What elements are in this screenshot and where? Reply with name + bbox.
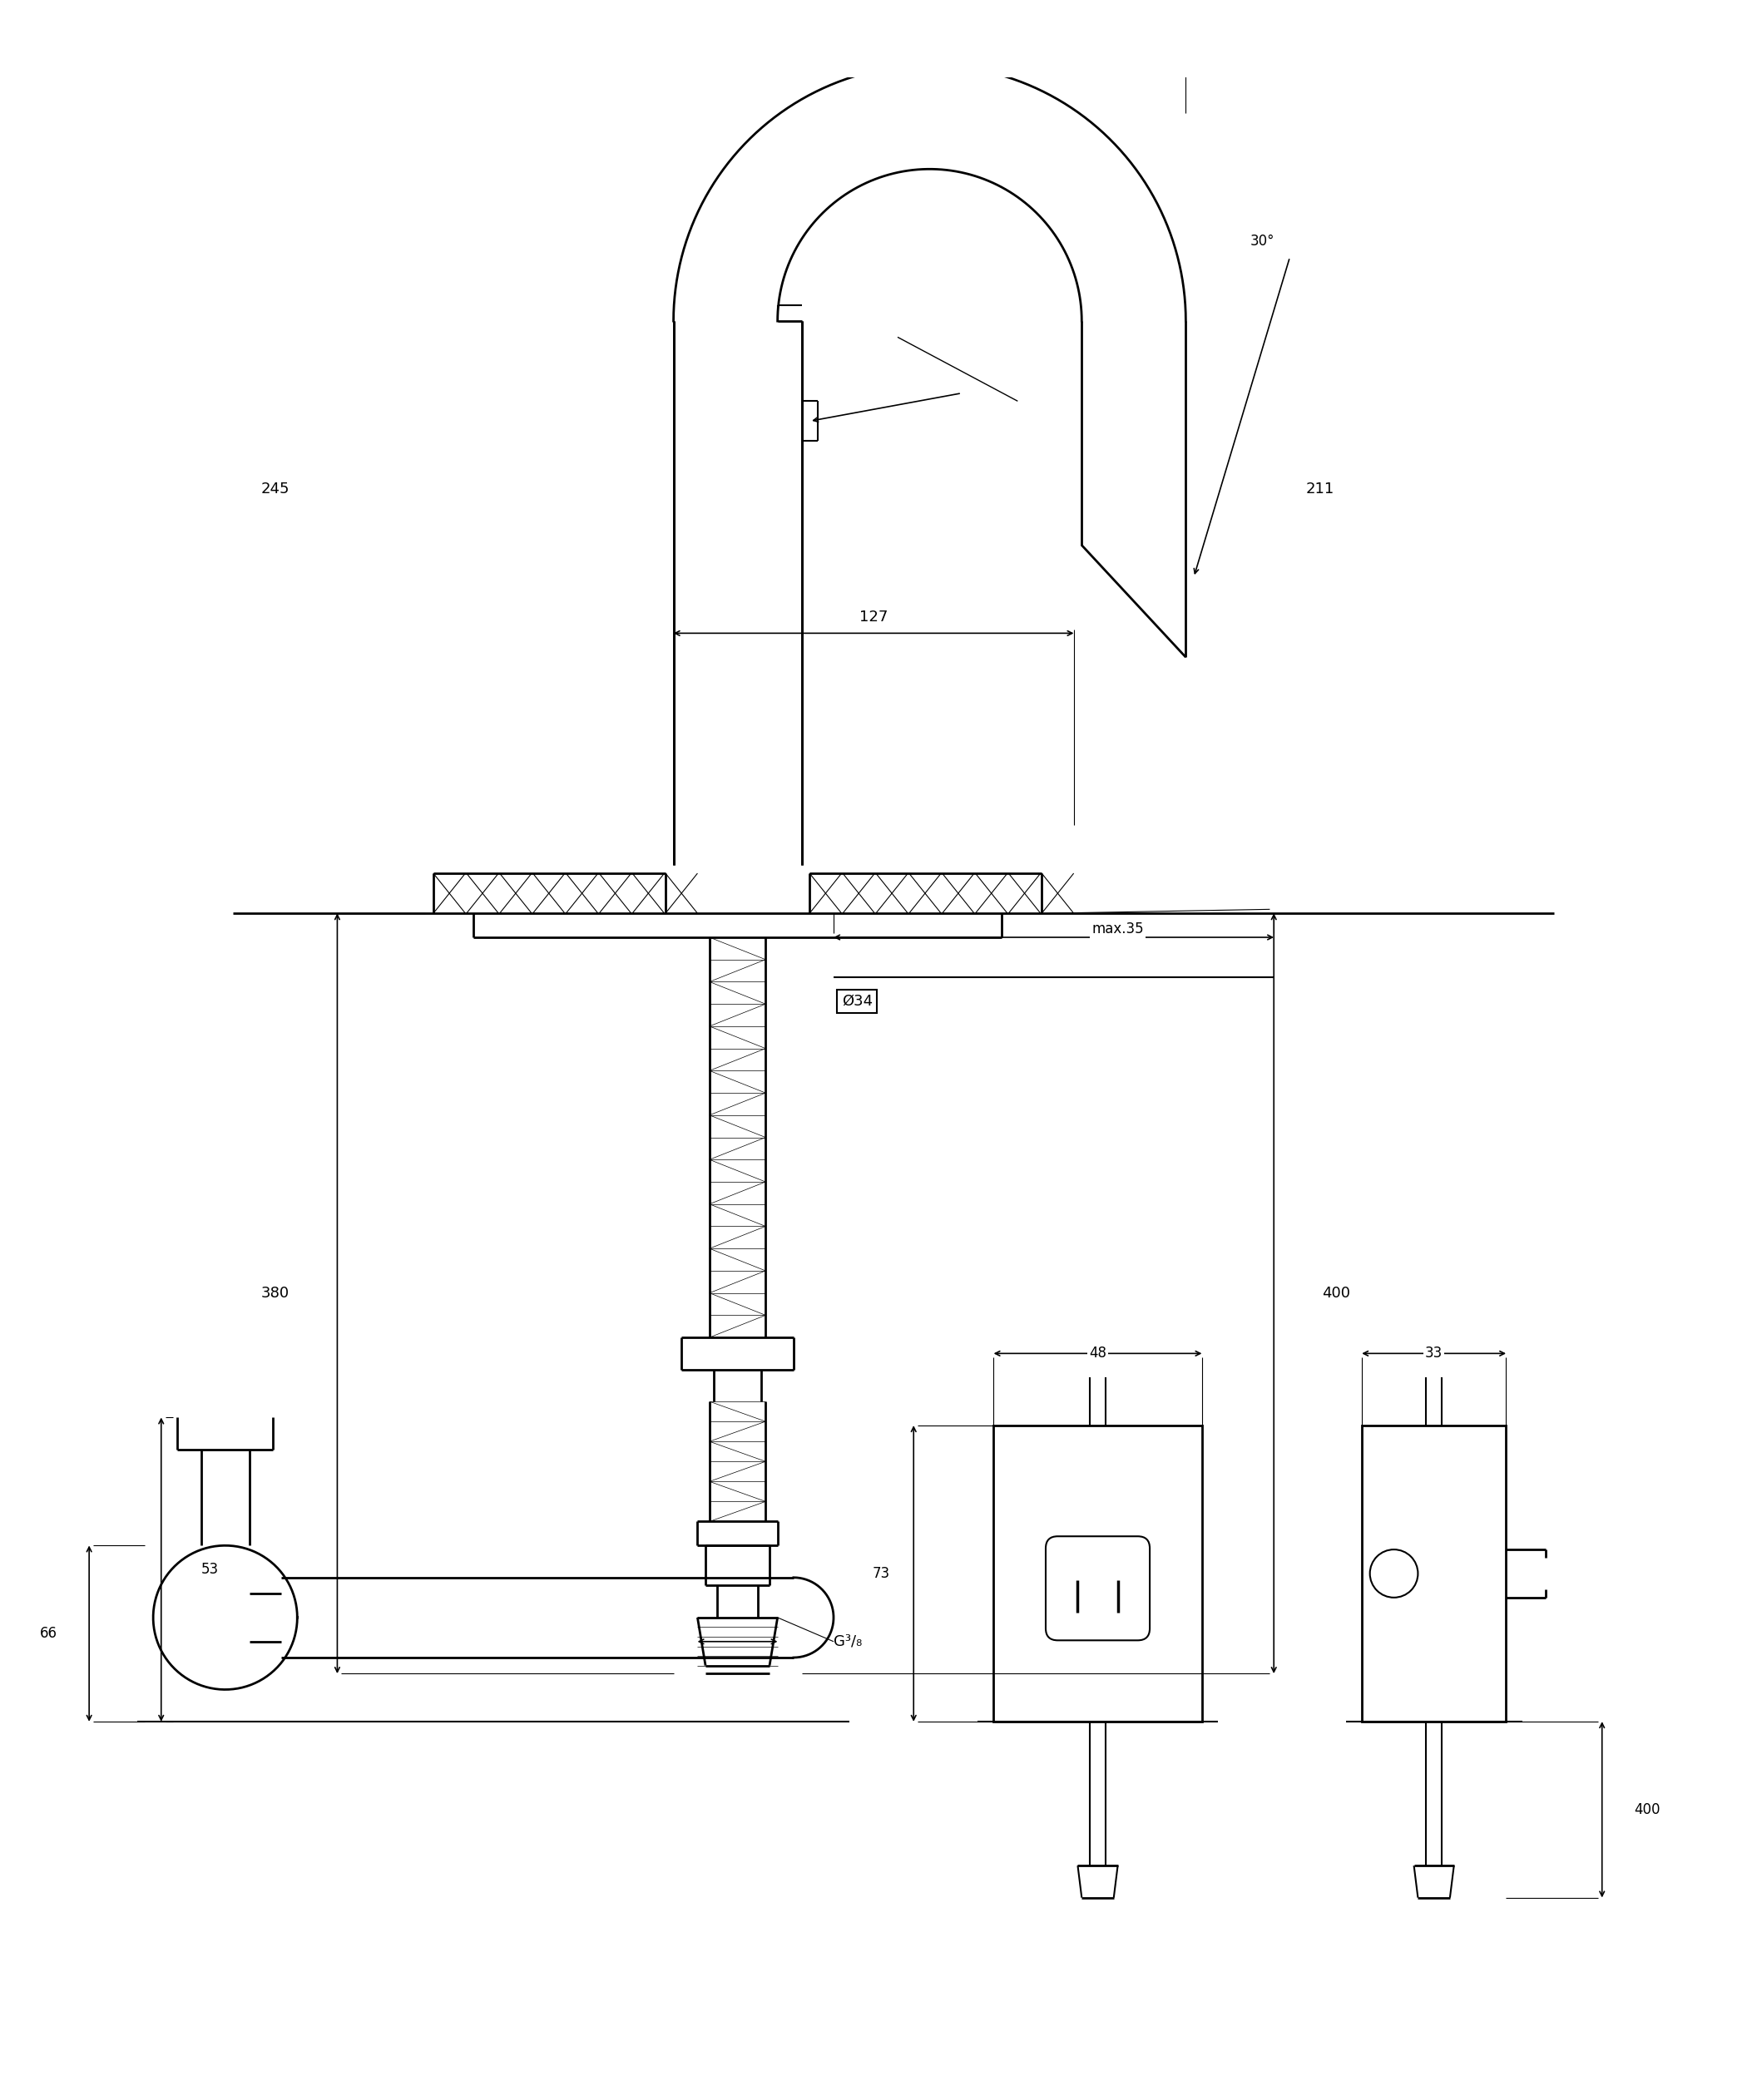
Text: G³/₈: G³/₈ (834, 1634, 862, 1648)
Text: max.35: max.35 (1091, 922, 1144, 937)
Text: Ø34: Ø34 (841, 993, 872, 1008)
Text: 66: 66 (40, 1625, 58, 1640)
Text: 127: 127 (858, 609, 888, 624)
Text: 400: 400 (1635, 1802, 1661, 1816)
Text: 400: 400 (1321, 1285, 1351, 1300)
Text: 211: 211 (1305, 481, 1335, 498)
Bar (1361, 1426, 1507, 1722)
Text: 245: 245 (261, 481, 289, 498)
Text: 380: 380 (261, 1285, 289, 1300)
Text: 30°: 30° (1249, 233, 1274, 248)
Text: 33: 33 (1424, 1346, 1442, 1361)
Bar (993, 1426, 1202, 1722)
Text: 53: 53 (201, 1562, 219, 1577)
Text: 73: 73 (872, 1567, 890, 1581)
Text: 48: 48 (1090, 1346, 1107, 1361)
